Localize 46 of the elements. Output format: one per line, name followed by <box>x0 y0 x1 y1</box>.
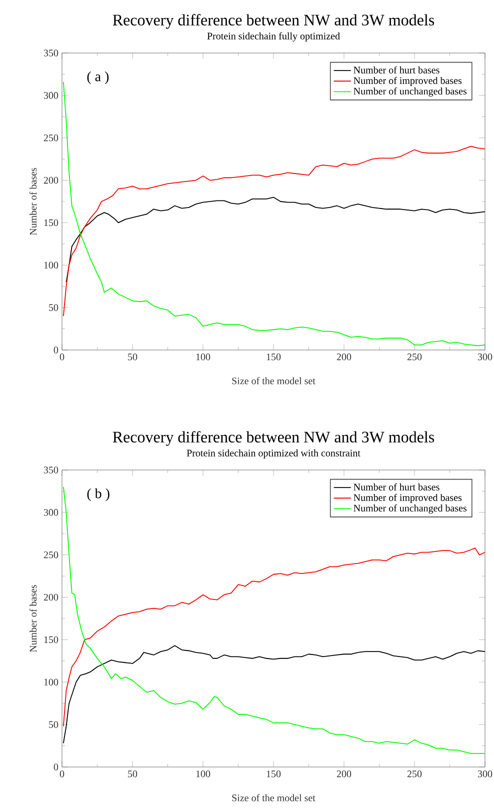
y-tick-label: 100 <box>44 262 58 269</box>
x-tick-label: 0 <box>60 770 64 778</box>
chart-title: Recovery difference between NW and 3W models <box>112 431 434 446</box>
legend-label: Number of unchanged bases <box>354 504 467 514</box>
y-tick-label: 150 <box>44 219 58 226</box>
x-tick-label: 0 <box>60 354 64 360</box>
x-tick-label: 100 <box>196 354 210 360</box>
legend-label: Number of improved bases <box>354 76 462 86</box>
x-axis-title: Size of the model set <box>232 794 316 802</box>
y-tick-label: 350 <box>44 50 58 56</box>
y-tick-label: 300 <box>44 509 58 516</box>
x-axis-title: Size of the model set <box>232 377 316 384</box>
x-tick-label: 100 <box>196 770 210 778</box>
chart-title: Recovery difference between NW and 3W models <box>112 14 434 29</box>
annotation: ( a ) <box>87 71 109 84</box>
y-tick-label: 200 <box>44 176 58 184</box>
chart-subtitle: Protein sidechain fully optimized <box>207 32 340 42</box>
x-tick-label: 50 <box>128 354 138 360</box>
y-tick-label: 200 <box>44 594 58 601</box>
y-axis-title: Number of bases <box>29 168 37 236</box>
x-tick-label: 200 <box>336 770 352 778</box>
y-tick-label: 50 <box>49 721 58 728</box>
y-tick-label: 150 <box>44 636 58 644</box>
y-axis-title: Number of bases <box>29 584 37 652</box>
x-tick-label: 300 <box>478 770 492 778</box>
y-tick-label: 250 <box>44 134 58 142</box>
y-tick-label: 50 <box>49 304 58 311</box>
x-tick-label: 50 <box>128 770 138 778</box>
x-tick-label: 150 <box>266 354 281 360</box>
x-tick-label: 150 <box>266 770 281 778</box>
y-tick-label: 100 <box>44 678 58 686</box>
legend-label: Number of improved bases <box>354 494 462 504</box>
legend-label: Number of hurt bases <box>354 66 440 74</box>
y-tick-label: 0 <box>54 346 58 354</box>
annotation: ( b ) <box>87 488 110 502</box>
y-tick-label: 300 <box>44 92 58 99</box>
y-tick-label: 0 <box>54 764 58 770</box>
legend-label: Number of unchanged bases <box>354 87 467 97</box>
chart-subtitle: Protein sidechain optimized with constraint <box>186 449 360 458</box>
x-tick-label: 250 <box>407 354 422 360</box>
legend-label: Number of hurt bases <box>354 483 440 490</box>
x-tick-label: 200 <box>336 354 352 360</box>
x-tick-label: 300 <box>478 354 492 360</box>
x-tick-label: 250 <box>407 770 422 778</box>
y-tick-label: 250 <box>44 551 58 558</box>
y-tick-label: 350 <box>44 466 58 474</box>
